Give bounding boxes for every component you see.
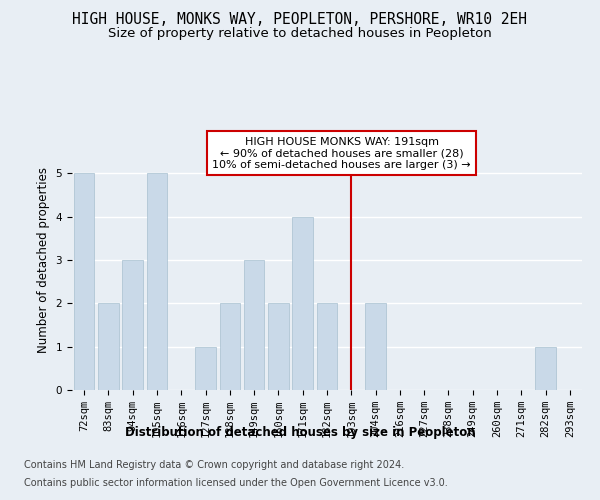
- Text: Distribution of detached houses by size in Peopleton: Distribution of detached houses by size …: [125, 426, 475, 439]
- Bar: [195, 346, 216, 390]
- Bar: [220, 304, 240, 390]
- Bar: [268, 304, 289, 390]
- Y-axis label: Number of detached properties: Number of detached properties: [37, 167, 50, 353]
- Bar: [244, 260, 265, 390]
- Text: HIGH HOUSE MONKS WAY: 191sqm
← 90% of detached houses are smaller (28)
10% of se: HIGH HOUSE MONKS WAY: 191sqm ← 90% of de…: [212, 136, 471, 170]
- Bar: [535, 346, 556, 390]
- Bar: [98, 304, 119, 390]
- Bar: [317, 304, 337, 390]
- Bar: [146, 174, 167, 390]
- Text: Contains HM Land Registry data © Crown copyright and database right 2024.: Contains HM Land Registry data © Crown c…: [24, 460, 404, 470]
- Text: Contains public sector information licensed under the Open Government Licence v3: Contains public sector information licen…: [24, 478, 448, 488]
- Bar: [365, 304, 386, 390]
- Text: Size of property relative to detached houses in Peopleton: Size of property relative to detached ho…: [108, 28, 492, 40]
- Bar: [122, 260, 143, 390]
- Bar: [74, 174, 94, 390]
- Bar: [292, 216, 313, 390]
- Text: HIGH HOUSE, MONKS WAY, PEOPLETON, PERSHORE, WR10 2EH: HIGH HOUSE, MONKS WAY, PEOPLETON, PERSHO…: [73, 12, 527, 28]
